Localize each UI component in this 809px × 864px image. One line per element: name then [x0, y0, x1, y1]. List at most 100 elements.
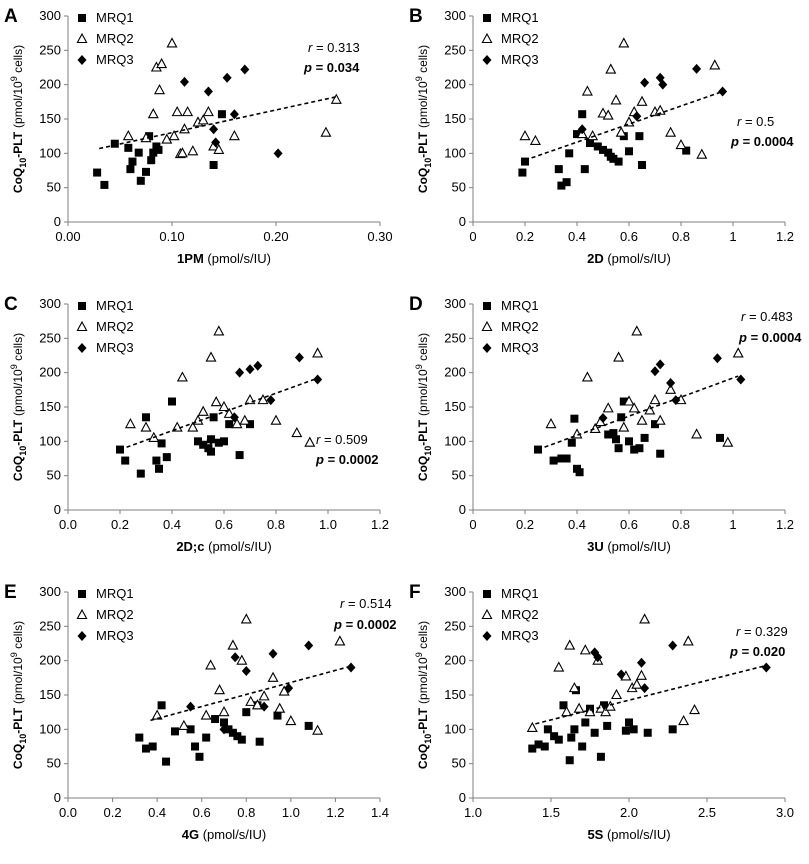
chart-panel-c: C 0 50 100 150 200 250 300 0.0 0.2 0.4 0.6 0.8 1.0 1.2… — [0, 288, 404, 576]
data-point-mrq3 — [346, 662, 356, 673]
data-point-mrq1 — [625, 147, 633, 156]
data-point-mrq1 — [518, 168, 527, 177]
data-point-mrq2 — [239, 414, 251, 425]
r-statistic: r = 0.5 — [737, 114, 774, 129]
y-axis-label-group: CoQ10-PLT (pmol/109 cells) — [9, 333, 28, 481]
data-point-mrq1 — [168, 397, 176, 406]
y-tick-label: 0 — [459, 790, 466, 805]
data-point-mrq1 — [581, 718, 590, 727]
data-point-mrq2 — [223, 407, 235, 418]
p-statistic: p = 0.0002 — [333, 617, 397, 632]
data-point-mrq2 — [561, 706, 573, 717]
data-point-mrq1 — [578, 110, 587, 119]
y-tick-label: 300 — [444, 296, 466, 311]
y-tick-label: 50 — [47, 468, 61, 483]
y-axis-label-rest: -PLT — [416, 131, 430, 157]
y-axis-label-rest: -PLT — [11, 419, 25, 445]
y-tick-label: 150 — [444, 399, 466, 414]
y-tick-label: 200 — [444, 77, 466, 92]
y-tick-label: 100 — [39, 721, 61, 736]
data-point-mrq2 — [636, 414, 648, 425]
data-point-mrq2 — [291, 426, 303, 438]
data-point-mrq3 — [206, 434, 216, 445]
data-point-mrq2 — [156, 57, 168, 69]
data-point-mrq2 — [573, 702, 585, 713]
data-point-mrq1 — [625, 718, 633, 727]
x-tick-label: 0.20 — [263, 229, 288, 244]
y-tick-label: 0 — [54, 790, 61, 805]
y-axis-label-units-sup: 9 — [9, 76, 19, 81]
data-point-mrq1 — [617, 413, 626, 422]
x-tick-label: 1.0 — [464, 805, 482, 820]
data-point-mrq1 — [609, 429, 618, 438]
panel-letter: D — [409, 294, 423, 315]
x-tick-label: 0 — [469, 517, 476, 532]
data-point-mrq1 — [716, 433, 724, 442]
data-point-mrq1 — [214, 438, 223, 447]
data-point-mrq1 — [565, 756, 574, 765]
r-label: r — [316, 432, 321, 447]
data-point-mrq1 — [570, 414, 579, 423]
data-point-mrq1 — [603, 721, 612, 730]
data-point-mrq1 — [110, 139, 119, 148]
data-point-mrq1 — [191, 742, 200, 751]
data-point-mrq2 — [166, 37, 178, 48]
legend-marker-mrq2 — [481, 320, 493, 332]
y-tick-label: 150 — [39, 687, 61, 702]
y-tick-label: 250 — [39, 618, 61, 633]
legend-label-mrq2: MRQ2 — [501, 607, 539, 622]
data-point-mrq3 — [668, 640, 678, 651]
data-point-mrq1 — [554, 165, 563, 174]
legend-marker-mrq1 — [78, 302, 86, 310]
data-point-mrq2 — [218, 400, 230, 412]
data-point-mrq3 — [229, 412, 239, 423]
x-tick-label: 0.4 — [568, 229, 586, 244]
chart-panel-a: A 0 50 100 150 200 250 300 0.00 0.10 0.20 0.30 1PM (… — [0, 0, 404, 288]
x-tick-label: 0.0 — [59, 805, 77, 820]
data-point-mrq2 — [529, 134, 541, 146]
data-point-mrq3 — [219, 724, 229, 735]
data-point-mrq1 — [170, 727, 179, 736]
y-tick-label: 150 — [444, 687, 466, 702]
legend-marker-mrq1 — [483, 14, 491, 22]
chart-svg: C 0 50 100 150 200 250 300 0.0 0.2 0.4 0.6 0.8 1.0 1.2… — [4, 294, 389, 554]
data-point-mrq1 — [528, 744, 537, 753]
x-tick-label: 0.6 — [620, 229, 638, 244]
panel-letter: C — [4, 294, 18, 315]
x-tick-label: 0.4 — [163, 517, 181, 532]
data-point-mrq2 — [334, 635, 346, 646]
data-point-mrq1 — [621, 726, 630, 735]
data-point-mrq2 — [236, 654, 248, 665]
x-tick-label: 1 — [729, 517, 736, 532]
data-point-mrq1 — [225, 420, 234, 429]
data-point-mrq1 — [93, 168, 102, 177]
data-point-mrq2 — [218, 706, 230, 717]
data-point-mrq2 — [649, 393, 661, 405]
chart-svg: A 0 50 100 150 200 250 300 0.00 0.10 0.20 0.30 1PM (… — [4, 6, 393, 266]
data-point-mrq2 — [304, 436, 316, 447]
x-axis-label: 3U (pmol/s/IU) — [587, 539, 671, 554]
y-axis-label-sub: 10 — [18, 446, 28, 456]
data-point-mrq2 — [168, 130, 180, 141]
y-tick-label: 200 — [39, 653, 61, 668]
x-tick-label: 0.6 — [620, 517, 638, 532]
data-point-mrq1 — [217, 110, 226, 119]
data-point-mrq3 — [655, 72, 665, 83]
y-tick-label: 100 — [444, 145, 466, 160]
y-axis-label-units-sup: 9 — [9, 652, 19, 657]
y-axis-label-group: CoQ10-PLT (pmol/109 cells) — [414, 333, 433, 481]
p-value: = 0.0002 — [324, 452, 379, 467]
r-statistic: r = 0.329 — [736, 624, 788, 639]
data-point-mrq2 — [635, 669, 648, 680]
chart-panel-e: E 0 50 100 150 200 250 300 0.0 0.2 0.4 0.6 0.8 1.0 1.2… — [0, 576, 404, 864]
data-point-mrq1 — [612, 435, 620, 444]
y-axis-label-prefix: CoQ — [11, 168, 25, 193]
data-point-mrq1 — [651, 420, 659, 429]
x-tick-label: 0.8 — [672, 229, 690, 244]
data-point-mrq1 — [142, 167, 150, 176]
data-point-mrq2 — [605, 63, 617, 74]
y-axis-label-rest: -PLT — [416, 707, 430, 733]
y-tick-label: 100 — [444, 433, 466, 448]
r-value: = 0.5 — [741, 114, 774, 129]
